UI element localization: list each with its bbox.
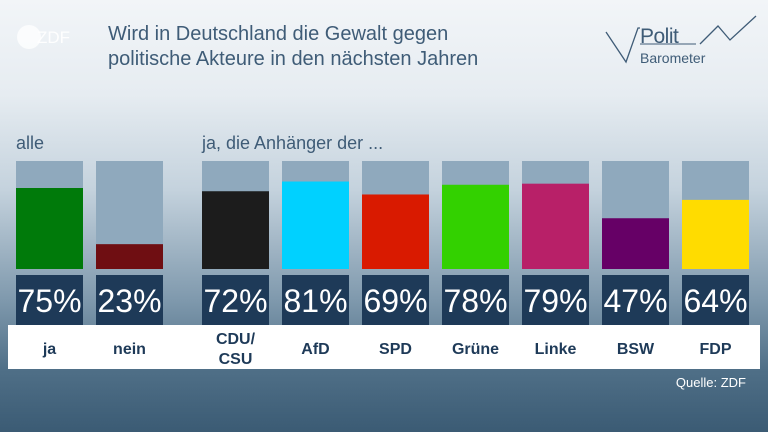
bar-linke: [522, 183, 589, 269]
category-label: Grüne: [452, 341, 499, 358]
category-label: CSU: [219, 351, 253, 368]
brand-top: Polit: [640, 25, 679, 48]
value-box: [682, 275, 749, 325]
value-label: 23%: [97, 283, 161, 319]
politbarometer-line-icon: [605, 15, 757, 64]
category-label: SPD: [379, 341, 412, 358]
value-label: 78%: [443, 283, 507, 319]
value-label: 75%: [17, 283, 81, 319]
bar-ja: [16, 188, 83, 269]
bar-grüne: [442, 184, 509, 269]
value-box: [16, 275, 83, 325]
bar-nein: [96, 244, 163, 269]
value-label: 64%: [683, 283, 747, 319]
category-label: ja: [42, 341, 56, 358]
section-label-all: alle: [16, 133, 45, 153]
value-label: 69%: [363, 283, 427, 319]
category-label: BSW: [617, 341, 655, 358]
politbarometer-logo: Polit Barometer: [600, 14, 760, 76]
logo-text: ZDF: [37, 28, 70, 47]
value-box: [442, 275, 509, 325]
value-label: 79%: [523, 283, 587, 319]
brand-bottom: Barometer: [640, 50, 706, 66]
value-label: 47%: [603, 283, 667, 319]
bar-bsw: [602, 218, 669, 269]
category-label: FDP: [700, 341, 732, 358]
chart-title: Wird in Deutschland die Gewalt gegen pol…: [108, 22, 578, 72]
zdf-logo: ZDF: [17, 25, 70, 49]
source-note: Quelle: ZDF: [675, 375, 746, 390]
category-label: nein: [113, 341, 146, 358]
value-label: 72%: [203, 283, 267, 319]
value-box: [202, 275, 269, 325]
category-label: Linke: [535, 341, 577, 358]
value-box: [522, 275, 589, 325]
title-line-2: politische Akteure in den nächsten Jahre…: [108, 48, 479, 70]
value-box: [282, 275, 349, 325]
category-label: AfD: [301, 341, 329, 358]
bar-spd: [362, 194, 429, 269]
category-label: CDU/: [216, 331, 256, 348]
bar-afd: [282, 181, 349, 269]
value-box: [96, 275, 163, 325]
bar-fdp: [682, 199, 749, 269]
bar-cducsu: [202, 191, 269, 269]
value-box: [362, 275, 429, 325]
value-label: 81%: [283, 283, 347, 319]
title-line-1: Wird in Deutschland die Gewalt gegen: [108, 23, 449, 45]
section-label-supporters: ja, die Anhänger der ...: [202, 133, 384, 153]
label-band: [8, 325, 760, 369]
value-box: [602, 275, 669, 325]
